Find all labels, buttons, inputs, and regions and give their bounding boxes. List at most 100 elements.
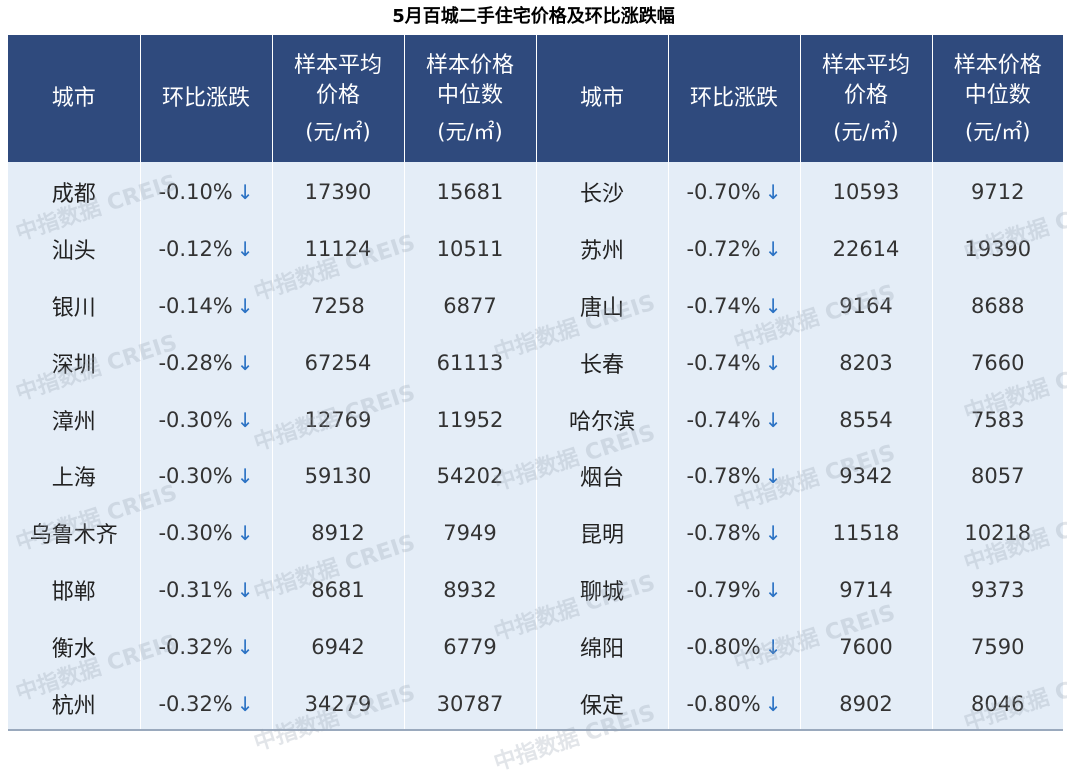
column-header-line2: 价格 — [843, 82, 888, 108]
median-price-cell: 6779 — [403, 618, 536, 676]
avg-price-cell: 7600 — [799, 618, 932, 676]
city-cell: 漳州 — [51, 409, 96, 435]
city-cell: 衡水 — [51, 636, 96, 662]
table-row: 衡水 -0.32% ↓ 6942 6779 绵阳 -0.80% ↓ 7600 7590 — [8, 618, 1063, 676]
median-price-cell: 8057 — [931, 447, 1063, 505]
column-header-6: 样本平均价格 (元/㎡) — [799, 35, 932, 162]
down-arrow-icon: ↓ — [236, 237, 254, 262]
change-value: -0.74% — [686, 293, 761, 318]
table-row: 汕头 -0.12% ↓ 11124 10511 苏州 -0.72% ↓ 22614 19390 — [8, 220, 1063, 278]
table-row: 深圳 -0.28% ↓ 67254 61113 长春 -0.74% ↓ 8203 7660 — [8, 334, 1063, 392]
city-cell: 保定 — [535, 675, 668, 732]
down-arrow-icon: ↓ — [764, 180, 782, 205]
header-row: 城市 环比涨跌 样本平均 价格 (元/㎡) 样本价格 中位数 (元/㎡) 城市 环比涨跌 样本平均价… — [8, 35, 1063, 162]
change-cell: -0.32% ↓ — [139, 675, 272, 732]
column-header-line1: 样本平均 — [821, 52, 910, 78]
change-cell: -0.80% ↓ — [667, 618, 800, 676]
city-cell: 昆明 — [535, 504, 668, 562]
column-header-3: 样本价格中位数 (元/㎡) — [403, 35, 536, 162]
column-header-line1: 环比涨跌 — [689, 85, 778, 111]
column-header-line1: 样本平均 — [293, 52, 382, 78]
avg-price-cell: 7258 — [271, 277, 404, 335]
change-cell: -0.30% ↓ — [139, 447, 272, 505]
avg-price-cell: 12769 — [271, 391, 404, 448]
table-row: 银川 -0.14% ↓ 7258 6877 唐山 -0.74% ↓ 9164 8688 — [8, 277, 1063, 335]
avg-price-cell: 17390 — [271, 162, 404, 221]
median-price-cell: 7583 — [931, 391, 1063, 448]
median-price-cell: 7949 — [403, 504, 536, 562]
avg-price-cell: 9342 — [799, 447, 932, 505]
down-arrow-icon: ↓ — [236, 407, 254, 432]
down-arrow-icon: ↓ — [236, 521, 254, 546]
column-header-unit: (元/㎡) — [437, 119, 503, 144]
table-row: 乌鲁木齐 -0.30% ↓ 8912 7949 昆明 -0.78% ↓ 11518 10218 — [8, 504, 1063, 562]
avg-price-cell: 6942 — [271, 618, 404, 676]
column-header-line1: 城市 — [51, 85, 96, 111]
avg-price-cell: 8203 — [799, 334, 932, 392]
city-cell: 杭州 — [51, 693, 96, 719]
column-header-2: 样本平均 价格 (元/㎡) — [271, 35, 404, 162]
change-cell: -0.10% ↓ — [139, 162, 272, 221]
down-arrow-icon: ↓ — [236, 634, 254, 659]
change-value: -0.74% — [686, 407, 761, 432]
avg-price-cell: 9164 — [799, 277, 932, 335]
down-arrow-icon: ↓ — [764, 577, 782, 602]
median-price-cell: 30787 — [403, 675, 536, 732]
change-value: -0.70% — [686, 180, 761, 205]
table-row: 成都 -0.10% ↓ 17390 15681 长沙 -0.70% ↓ 10593 9712 — [8, 162, 1063, 221]
change-value: -0.30% — [158, 521, 233, 546]
column-header-0: 城市 — [8, 35, 140, 162]
change-cell: -0.74% ↓ — [667, 391, 800, 448]
change-cell: -0.32% ↓ — [139, 618, 272, 676]
change-cell: -0.74% ↓ — [667, 334, 800, 392]
city-cell: 深圳 — [51, 352, 96, 378]
city-cell: 烟台 — [535, 447, 668, 505]
change-cell: -0.74% ↓ — [667, 277, 800, 335]
table-row: 上海 -0.30% ↓ 59130 54202 烟台 -0.78% ↓ 9342 8057 — [8, 447, 1063, 505]
table-body: 成都 -0.10% ↓ 17390 15681 长沙 -0.70% ↓ 10593 9712 汕头 -… — [8, 162, 1063, 732]
down-arrow-icon: ↓ — [764, 464, 782, 489]
change-cell: -0.72% ↓ — [667, 220, 800, 278]
change-value: -0.30% — [158, 407, 233, 432]
down-arrow-icon: ↓ — [236, 577, 254, 602]
column-header-unit: (元/㎡) — [965, 119, 1031, 144]
change-value: -0.14% — [158, 293, 233, 318]
change-value: -0.10% — [158, 180, 233, 205]
city-cell: 上海 — [51, 466, 96, 492]
column-header-7: 样本价格 中位数 (元/㎡) — [931, 35, 1063, 162]
change-value: -0.32% — [158, 634, 233, 659]
down-arrow-icon: ↓ — [764, 407, 782, 432]
change-cell: -0.79% ↓ — [667, 561, 800, 619]
city-cell: 苏州 — [535, 220, 668, 278]
median-price-cell: 7590 — [931, 618, 1063, 676]
change-value: -0.79% — [686, 577, 761, 602]
column-header-line2: 中位数 — [436, 82, 503, 108]
table-row: 杭州 -0.32% ↓ 34279 30787 保定 -0.80% ↓ 8902 8046 — [8, 675, 1063, 732]
avg-price-cell: 9714 — [799, 561, 932, 619]
table-row: 邯郸 -0.31% ↓ 8681 8932 聊城 -0.79% ↓ 9714 9373 — [8, 561, 1063, 619]
avg-price-cell: 8681 — [271, 561, 404, 619]
column-header-line1: 样本价格 — [953, 52, 1042, 78]
change-value: -0.31% — [158, 577, 233, 602]
avg-price-cell: 67254 — [271, 334, 404, 392]
median-price-cell: 15681 — [403, 162, 536, 221]
change-value: -0.80% — [686, 634, 761, 659]
city-cell: 长沙 — [535, 162, 668, 221]
avg-price-cell: 8902 — [799, 675, 932, 732]
median-price-cell: 19390 — [931, 220, 1063, 278]
change-value: -0.72% — [686, 237, 761, 262]
change-cell: -0.28% ↓ — [139, 334, 272, 392]
change-value: -0.78% — [686, 464, 761, 489]
change-value: -0.30% — [158, 464, 233, 489]
column-header-line1: 样本价格 — [425, 52, 514, 78]
city-cell: 哈尔滨 — [535, 391, 668, 448]
median-price-cell: 54202 — [403, 447, 536, 505]
column-header-5: 环比涨跌 — [667, 35, 800, 162]
down-arrow-icon: ↓ — [236, 691, 254, 716]
column-header-unit: (元/㎡) — [833, 119, 899, 144]
change-cell: -0.80% ↓ — [667, 675, 800, 732]
change-value: -0.74% — [686, 350, 761, 375]
down-arrow-icon: ↓ — [236, 350, 254, 375]
change-cell: -0.12% ↓ — [139, 220, 272, 278]
median-price-cell: 10511 — [403, 220, 536, 278]
